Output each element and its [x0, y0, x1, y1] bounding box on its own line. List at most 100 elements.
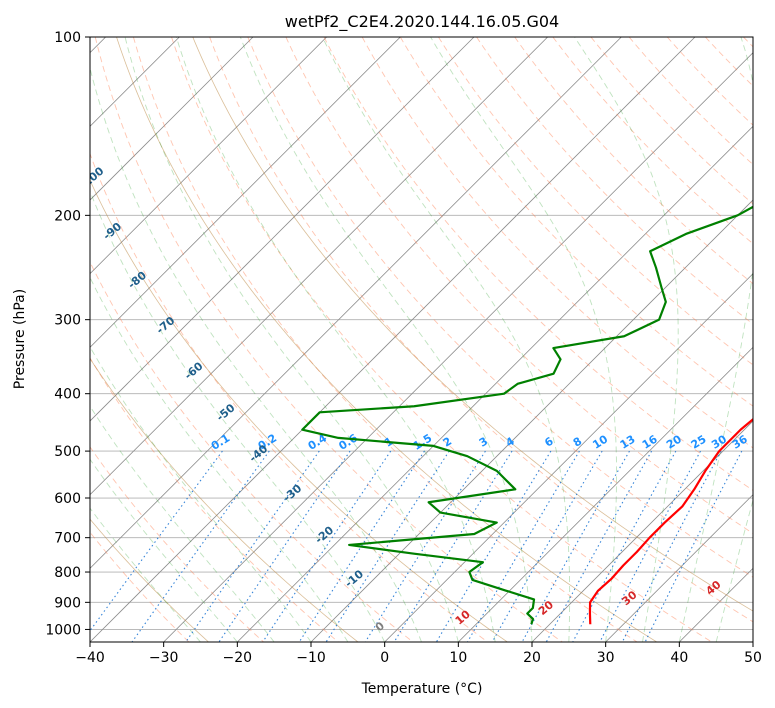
dry-adiabat-line — [438, 37, 753, 366]
x-tick-label: 20 — [523, 650, 541, 666]
mixing-ratio-line — [599, 450, 702, 642]
isotherm-line — [384, 273, 753, 642]
dry-adiabat-line — [666, 37, 753, 126]
theta-reference-line — [116, 37, 657, 642]
mixing-ratio-label: 16 — [640, 432, 660, 451]
mixing-ratio-label: 13 — [618, 433, 638, 452]
x-tick-label: 40 — [670, 650, 688, 666]
temperature-trace — [588, 417, 753, 625]
mixing-ratio-label: 3 — [477, 435, 490, 450]
x-tick-label: 50 — [744, 650, 762, 666]
mixing-ratio-label: 10 — [590, 432, 610, 451]
theta-reference-bold-line — [0, 37, 56, 642]
mixing-ratio-label: 2 — [441, 435, 454, 450]
isotherm-label: 10 — [453, 608, 473, 628]
dry-adiabat-line — [743, 37, 753, 48]
mixing-ratio-label: 20 — [664, 432, 684, 451]
mixing-ratio-line — [521, 450, 630, 642]
moist-adiabat-line — [90, 405, 275, 642]
mixing-ratio-label: 0.6 — [337, 431, 361, 453]
isotherm-line — [163, 52, 753, 642]
moist-adiabat-line — [90, 345, 312, 642]
mixing-ratio-label: 1.5 — [411, 431, 434, 452]
isotherm-label: 30 — [619, 588, 639, 608]
isotherm-label: -70 — [154, 314, 178, 337]
moist-adiabat-line — [90, 276, 349, 642]
x-axis-label: Temperature (°C) — [361, 681, 483, 697]
y-tick-label: 300 — [54, 313, 81, 329]
y-tick-label: 1000 — [45, 622, 81, 638]
isotherm-label: 0 — [373, 619, 387, 634]
isotherm-line — [90, 37, 548, 496]
y-tick-label: 400 — [54, 387, 81, 403]
isotherm-line — [679, 567, 753, 642]
moist-adiabat-line — [90, 507, 201, 642]
dewpoint-trace — [301, 205, 753, 625]
moist-adiabat-line — [715, 498, 753, 642]
x-tick-label: −20 — [223, 650, 253, 666]
moist-adiabat-line — [124, 37, 459, 642]
x-tick-label: 10 — [449, 650, 467, 666]
isotherm-line — [531, 420, 753, 642]
isotherm-label: -90 — [101, 220, 125, 243]
dry-adiabat-line — [361, 37, 753, 449]
moist-adiabat-line — [574, 37, 679, 642]
dry-adiabat-line — [399, 37, 753, 407]
mixing-ratio-line — [131, 450, 270, 642]
mixing-ratio-line — [491, 450, 603, 642]
moist-adiabat-line — [90, 458, 238, 642]
mixing-ratio-line — [644, 450, 743, 642]
isotherm-line — [90, 37, 622, 569]
dry-adiabat-line — [90, 356, 339, 642]
theta-reference-line — [90, 518, 209, 642]
mixing-ratio-label: 25 — [689, 433, 709, 452]
isotherm-label: 20 — [536, 598, 556, 618]
dry-adiabat-line — [132, 37, 638, 642]
mixing-ratio-line — [262, 450, 392, 642]
y-tick-label: 800 — [54, 565, 81, 581]
dry-adiabat-line — [90, 531, 190, 642]
chart-title: wetPf2_C2E4.2020.144.16.05.G04 — [285, 12, 559, 32]
y-tick-label: 600 — [54, 491, 81, 507]
theta-reference-line — [192, 37, 753, 612]
isotherm-line — [605, 494, 753, 642]
mixing-ratio-line — [621, 450, 722, 642]
theta-reference-line — [90, 179, 508, 642]
isotherm-label: 40 — [703, 578, 723, 598]
y-tick-label: 700 — [54, 531, 81, 547]
dry-adiabat-line — [90, 152, 488, 642]
moist-adiabat-line — [239, 37, 533, 642]
isotherm-line — [90, 37, 696, 642]
moist-adiabat-line — [90, 189, 386, 642]
moist-adiabat-line — [430, 37, 617, 642]
axes: −40 −30 −20 −10 0 10 20 30 40 5010020030040050060… — [45, 30, 762, 666]
isotherm-line — [310, 199, 753, 642]
mixing-ratio-label: 36 — [730, 432, 750, 451]
isotherm-line — [90, 37, 254, 201]
moist-adiabat-line — [322, 37, 571, 642]
isotherm-line — [90, 37, 327, 275]
y-tick-label: 200 — [54, 208, 81, 224]
isotherm-line — [458, 346, 753, 642]
mixing-ratio-line — [572, 450, 677, 642]
isotherm-line — [90, 37, 401, 348]
isotherm-line — [237, 125, 753, 642]
mixing-ratio-line — [467, 450, 580, 642]
x-tick-label: 30 — [597, 650, 615, 666]
isotherm-line — [90, 37, 475, 422]
theta-reference-line — [90, 357, 359, 642]
dry-adiabat-line — [94, 37, 563, 642]
mixing-ratio-line — [298, 450, 425, 642]
plot-area: 0.1 0.2 0.4 0.6 1 1.5 2 3 4 6 8 10 13 16 20 25 30 36-100-… — [0, 37, 753, 642]
dry-adiabat-line — [590, 37, 753, 205]
mixing-ratio-line — [435, 450, 552, 642]
isotherm-line — [752, 641, 753, 642]
x-tick-label: −40 — [75, 650, 105, 666]
mixing-ratio-label: 8 — [571, 435, 584, 450]
moist-adiabat-line — [90, 66, 422, 642]
mixing-ratio-line — [218, 450, 351, 642]
mixing-ratio-label: 30 — [709, 432, 729, 451]
mixing-ratio-line — [90, 450, 223, 632]
mixing-ratio-line — [545, 450, 653, 642]
dry-adiabat-line — [90, 261, 414, 642]
